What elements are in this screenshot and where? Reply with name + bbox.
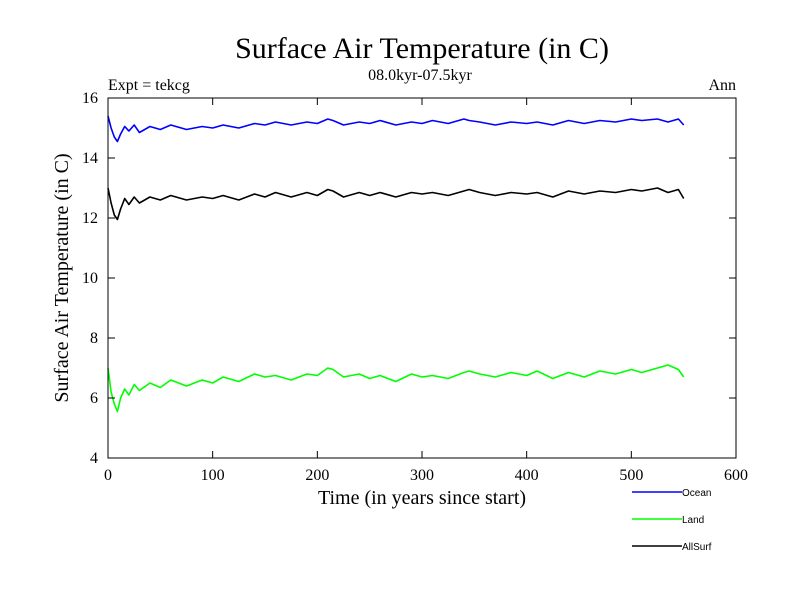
x-tick-label: 500: [619, 467, 643, 484]
series-line-land: [107, 364, 685, 413]
x-tick-label: 0: [104, 467, 112, 484]
series-line-ocean: [107, 115, 685, 143]
y-tick-label: 12: [82, 210, 98, 227]
y-tick-label: 4: [90, 450, 98, 467]
x-tick-label: 200: [305, 467, 329, 484]
series-line-allsurf: [107, 187, 685, 221]
experiment-label: Expt = tekcg: [108, 77, 190, 94]
legend-label-allsurf: AllSurf: [682, 542, 712, 553]
y-tick-label: 14: [82, 150, 98, 167]
series-layer: [107, 115, 685, 413]
y-axis-label: Surface Air Temperature (in C): [51, 153, 73, 402]
chart-subtitle: 08.0kyr-07.5kyr: [368, 67, 472, 84]
legend: Ocean Land AllSurf: [632, 488, 712, 553]
y-tick-label: 6: [90, 390, 98, 407]
y-tick-label: 8: [90, 330, 98, 347]
x-tick-label: 100: [201, 467, 225, 484]
legend-label-ocean: Ocean: [682, 488, 711, 499]
ticks-layer: 0 100 200 300 400 500 600 4 6 8 10 12 14 16: [82, 90, 748, 484]
x-axis-label: Time (in years since start): [318, 487, 526, 509]
x-tick-label: 300: [410, 467, 434, 484]
plot-frame: [107, 97, 737, 459]
x-tick-label: 600: [724, 467, 748, 484]
chart-title: Surface Air Temperature (in C): [235, 32, 609, 65]
season-label: Ann: [708, 77, 736, 94]
x-tick-label: 400: [515, 467, 539, 484]
y-tick-label: 10: [82, 270, 98, 287]
y-tick-label: 16: [82, 90, 98, 107]
legend-label-land: Land: [682, 515, 704, 526]
